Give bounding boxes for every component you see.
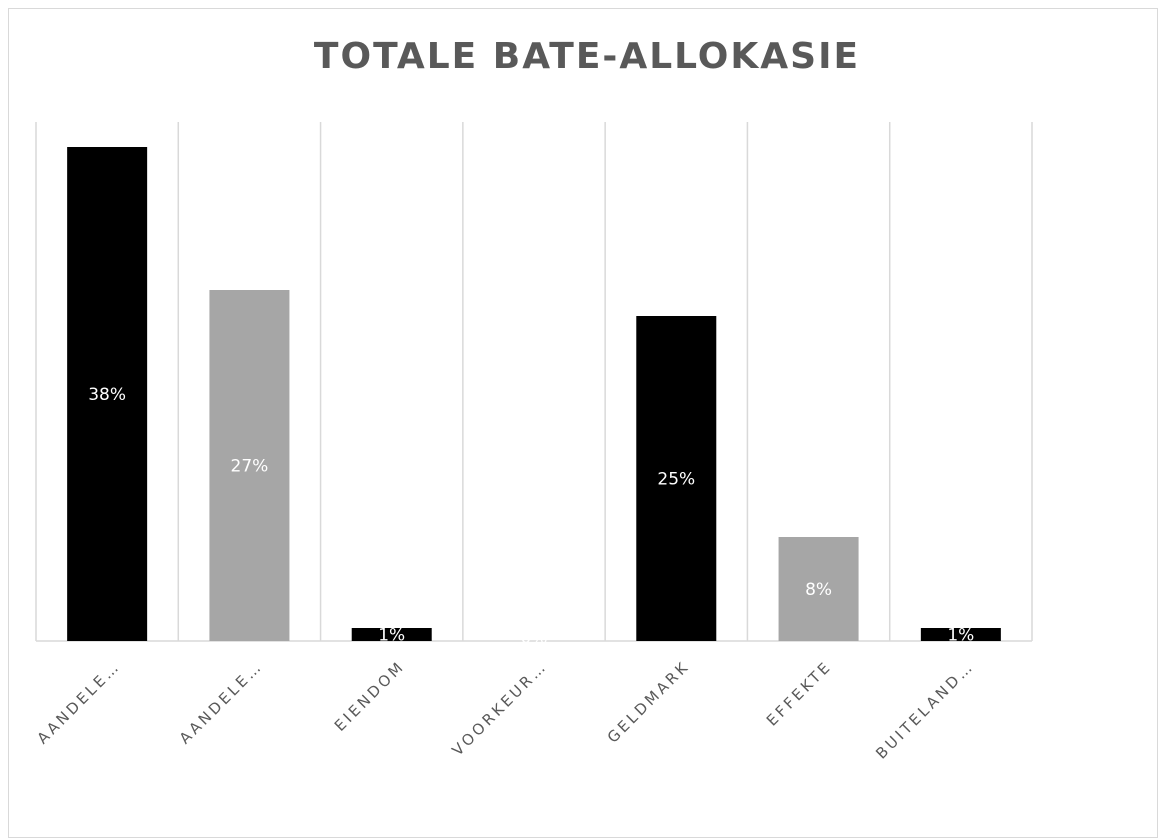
- bar: [209, 290, 290, 641]
- bar: [778, 537, 859, 641]
- bar: [67, 147, 148, 641]
- data-label: 8%: [805, 580, 832, 600]
- data-label: 1%: [947, 626, 974, 646]
- category-label: AANDELE…: [33, 657, 124, 748]
- bar: [920, 628, 1001, 641]
- category-label: AANDELE…: [176, 657, 267, 748]
- category-label: BUITELAND…: [872, 657, 977, 762]
- data-label: 0%: [521, 628, 548, 648]
- bar: [351, 628, 432, 641]
- bar: [636, 316, 717, 641]
- data-label: 1%: [378, 626, 405, 646]
- chart-title: TOTALE BATE-ALLOKASIE: [313, 36, 861, 77]
- category-label: EIENDOM: [331, 657, 409, 735]
- category-label: GELDMARK: [604, 657, 693, 746]
- category-label: EFFEKTE: [763, 657, 836, 730]
- chart-frame: [8, 8, 1158, 838]
- category-label: VOORKEUR…: [448, 657, 550, 759]
- data-label: 27%: [231, 457, 269, 477]
- data-label: 38%: [88, 385, 126, 405]
- data-label: 25%: [657, 470, 695, 490]
